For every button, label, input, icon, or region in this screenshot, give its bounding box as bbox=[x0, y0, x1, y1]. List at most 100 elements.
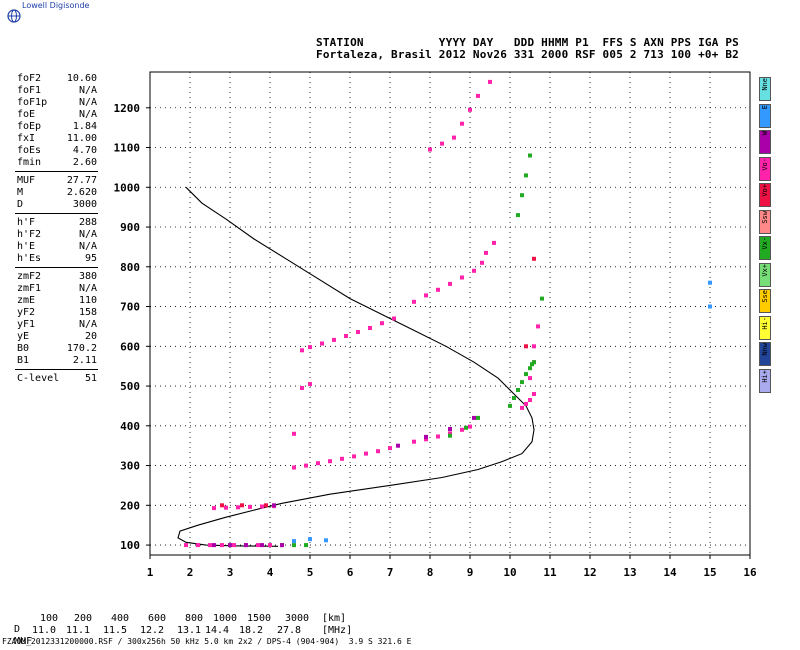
echo-point-vo-minus bbox=[196, 543, 200, 548]
echo-point-vo-minusplus bbox=[532, 256, 536, 261]
param-row-zmf2: zmF2 380 bbox=[17, 271, 97, 283]
echo-point-vo-minus bbox=[388, 446, 392, 451]
param-label: MUF bbox=[17, 175, 36, 186]
echo-point-vo-minus bbox=[480, 260, 484, 265]
param-row-yf2: yF2 158 bbox=[17, 307, 97, 319]
echo-point-vo-minus bbox=[392, 316, 396, 321]
echo-point-w bbox=[244, 543, 248, 548]
echo-point-vx-minus bbox=[304, 543, 308, 548]
x-tick-label: 4 bbox=[267, 566, 274, 579]
distance-value: 1500 bbox=[247, 613, 272, 624]
y-tick-label: 400 bbox=[120, 420, 140, 433]
echo-point-vo-minus bbox=[368, 326, 372, 330]
legend-item-e: E bbox=[759, 103, 771, 128]
echo-point-e bbox=[324, 538, 328, 543]
legend-item-vx-minusplus: Vx+ bbox=[759, 262, 771, 287]
legend-item-vo-minus: Vo- bbox=[759, 156, 771, 181]
echo-point-w bbox=[448, 427, 452, 431]
param-label: h'E bbox=[17, 241, 36, 252]
x-tick-label: 1 bbox=[147, 566, 154, 579]
param-label: B0 bbox=[17, 343, 30, 354]
echo-point-vo-minus bbox=[424, 293, 428, 298]
param-row-zmf1: zmF1 N/A bbox=[17, 283, 97, 295]
echo-point-vo-minus bbox=[528, 398, 532, 402]
param-row-b1: B1 2.11 bbox=[17, 355, 97, 367]
param-label: foEp bbox=[17, 121, 42, 132]
echo-point-vo-minus bbox=[316, 461, 320, 466]
param-value: N/A bbox=[78, 241, 97, 252]
y-tick-label: 1000 bbox=[114, 181, 141, 194]
echo-point-vo-minus bbox=[468, 424, 472, 429]
param-separator bbox=[15, 213, 98, 214]
legend-label: Vx+ bbox=[761, 263, 769, 277]
param-value: N/A bbox=[78, 283, 97, 294]
param-row-fof1p: foF1p N/A bbox=[17, 97, 97, 109]
param-label: foF2 bbox=[17, 73, 42, 84]
echo-point-vo-minus bbox=[476, 93, 480, 98]
echo-point-vo-minus bbox=[536, 324, 540, 329]
echo-point-vo-minus bbox=[220, 543, 224, 548]
param-row-foe: foE N/A bbox=[17, 109, 97, 121]
param-row-b0: B0 170.2 bbox=[17, 343, 97, 355]
legend-label: E bbox=[761, 104, 769, 109]
echo-point-vo-minus bbox=[520, 405, 524, 410]
y-tick-label: 300 bbox=[120, 460, 140, 473]
header-line-1: STATION YYYY DAY DDD HHMM P1 FFS S AXN P… bbox=[316, 36, 739, 49]
file-info-footer: FZA0M_2012331200000.RSF / 300x256h 50 kH… bbox=[2, 637, 412, 646]
echo-point-vo-minus bbox=[484, 250, 488, 255]
legend-item-sse: Sse bbox=[759, 289, 771, 313]
echo-point-vo-minus bbox=[452, 135, 456, 140]
muf-value: 27.8 bbox=[277, 625, 302, 636]
echo-point-e bbox=[708, 280, 712, 285]
distance-value: 800 bbox=[185, 613, 204, 624]
echo-point-w bbox=[280, 543, 284, 548]
y-tick-label: 700 bbox=[120, 301, 140, 314]
distance-value: 200 bbox=[74, 613, 93, 624]
param-row-d: D 3000 bbox=[17, 199, 97, 211]
x-tick-label: 9 bbox=[467, 566, 474, 579]
legend-item-vx-minus: Vx- bbox=[759, 236, 771, 260]
param-row-foes: foEs 4.70 bbox=[17, 145, 97, 157]
param-label: fxI bbox=[17, 133, 36, 144]
legend-label: Vx- bbox=[761, 237, 769, 250]
echo-point-e bbox=[292, 539, 296, 544]
param-label: foF1 bbox=[17, 85, 42, 96]
param-row-fof2: foF2 10.60 bbox=[17, 73, 97, 85]
echo-point-vo-minus bbox=[532, 344, 536, 349]
param-label: h'Es bbox=[17, 253, 42, 264]
param-value: 10.60 bbox=[66, 73, 97, 84]
echo-point-vx-minus bbox=[464, 425, 468, 430]
echo-point-vo-minus bbox=[268, 543, 272, 548]
x-tick-label: 16 bbox=[743, 566, 757, 579]
param-row-clevel: C-level 51 bbox=[17, 373, 97, 385]
param-value: 27.77 bbox=[66, 175, 97, 186]
echo-point-w bbox=[472, 415, 476, 420]
echo-point-vx-minus bbox=[528, 366, 532, 371]
echo-point-vx-minus bbox=[512, 396, 516, 400]
echo-point-vo-minus bbox=[260, 504, 264, 509]
x-tick-label: 10 bbox=[503, 566, 516, 579]
y-tick-label: 1200 bbox=[114, 102, 141, 115]
echo-point-vx-minus bbox=[448, 433, 452, 438]
echo-point-vo-minus bbox=[224, 505, 228, 510]
echo-point-vo-minus bbox=[376, 449, 380, 454]
param-separator bbox=[15, 267, 98, 268]
param-label: yF2 bbox=[17, 307, 36, 318]
param-label: zmF1 bbox=[17, 283, 42, 294]
param-value: 288 bbox=[78, 217, 97, 228]
param-value: N/A bbox=[78, 109, 97, 120]
y-tick-label: 800 bbox=[120, 261, 140, 274]
distance-unit: [km] bbox=[322, 613, 347, 624]
echo-point-vo-minus bbox=[448, 431, 452, 436]
param-value: N/A bbox=[78, 229, 97, 240]
param-row-fof1: foF1 N/A bbox=[17, 85, 97, 97]
param-label: yE bbox=[17, 331, 30, 342]
param-separator bbox=[15, 369, 98, 370]
legend-label: Hi+ bbox=[761, 369, 769, 383]
echo-point-vo-minus bbox=[528, 376, 532, 381]
echo-point-vo-minus bbox=[440, 141, 444, 146]
y-tick-label: 100 bbox=[120, 539, 140, 552]
param-row-fxi: fxI 11.00 bbox=[17, 133, 97, 145]
legend-label: Vo+ bbox=[761, 184, 769, 197]
